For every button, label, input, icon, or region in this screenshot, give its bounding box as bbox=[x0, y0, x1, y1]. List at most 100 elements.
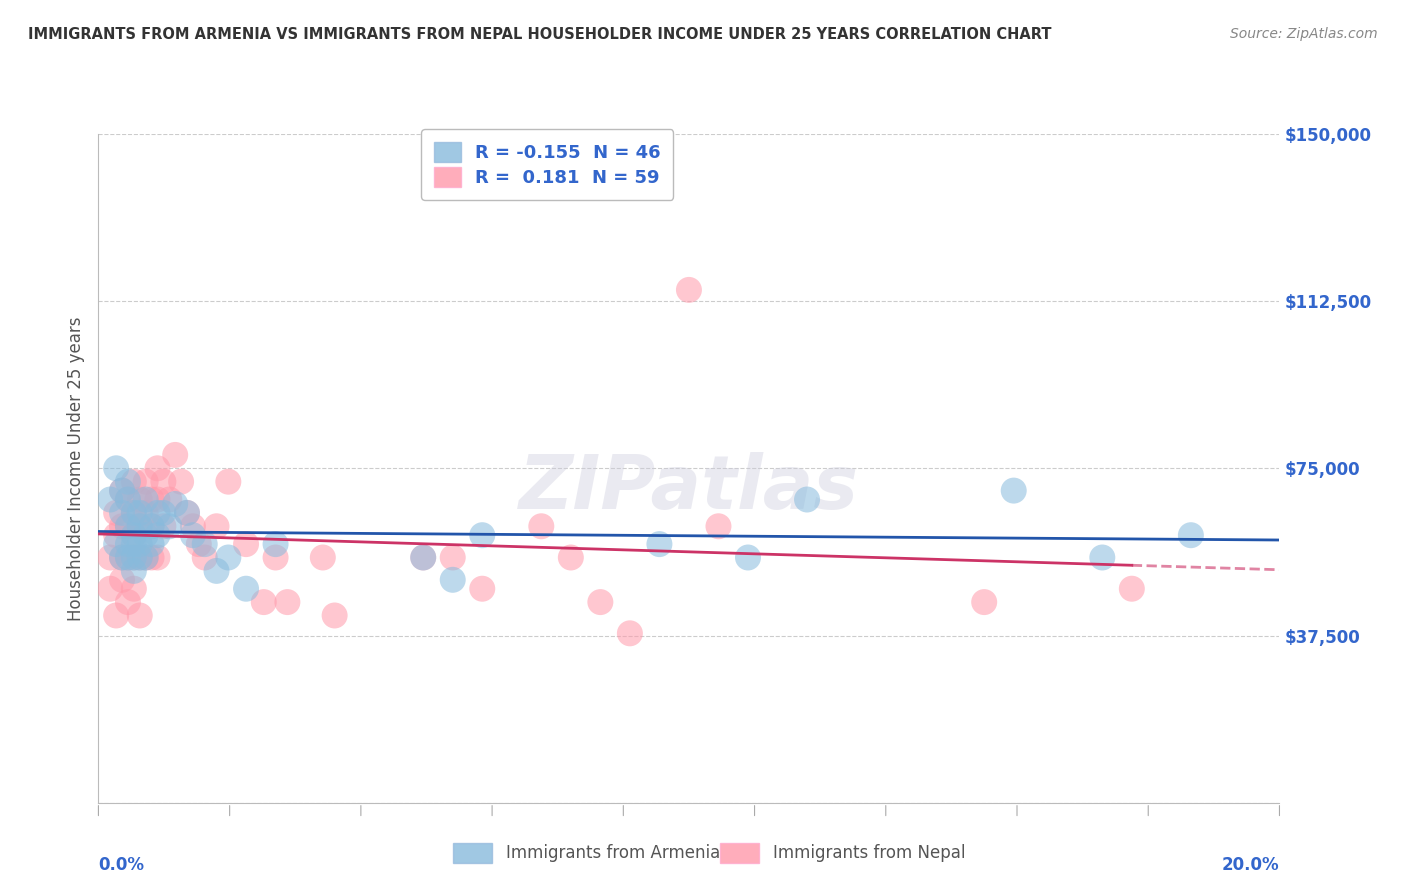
Point bbox=[146, 461, 169, 475]
Point bbox=[187, 537, 209, 551]
Point bbox=[117, 475, 139, 489]
Point bbox=[235, 582, 257, 596]
Point bbox=[1180, 528, 1202, 542]
Point bbox=[128, 492, 150, 507]
Point bbox=[122, 564, 145, 578]
Text: IMMIGRANTS FROM ARMENIA VS IMMIGRANTS FROM NEPAL HOUSEHOLDER INCOME UNDER 25 YEA: IMMIGRANTS FROM ARMENIA VS IMMIGRANTS FR… bbox=[28, 27, 1052, 42]
Point bbox=[117, 519, 139, 533]
Point bbox=[128, 550, 150, 565]
Point bbox=[205, 519, 228, 533]
Point bbox=[122, 528, 145, 542]
Point bbox=[98, 582, 121, 596]
Point bbox=[111, 573, 134, 587]
Point bbox=[217, 550, 239, 565]
Point bbox=[105, 506, 128, 520]
Point bbox=[560, 550, 582, 565]
Point bbox=[111, 550, 134, 565]
Point bbox=[276, 595, 298, 609]
Point bbox=[253, 595, 276, 609]
Point bbox=[135, 528, 157, 542]
Point bbox=[122, 550, 145, 565]
Point bbox=[264, 550, 287, 565]
Point bbox=[471, 528, 494, 542]
Point bbox=[117, 595, 139, 609]
Point bbox=[128, 519, 150, 533]
Point bbox=[146, 550, 169, 565]
Point bbox=[105, 528, 128, 542]
Point bbox=[170, 475, 193, 489]
Point bbox=[181, 528, 204, 542]
Point bbox=[111, 483, 134, 498]
Point bbox=[128, 608, 150, 623]
Point bbox=[122, 506, 145, 520]
Point bbox=[117, 519, 139, 533]
Point bbox=[973, 595, 995, 609]
Point bbox=[619, 626, 641, 640]
Point bbox=[1091, 550, 1114, 565]
Point bbox=[141, 492, 163, 507]
Point bbox=[128, 506, 150, 520]
Point bbox=[122, 506, 145, 520]
Point bbox=[312, 550, 335, 565]
Point bbox=[105, 608, 128, 623]
Point bbox=[205, 564, 228, 578]
Point bbox=[176, 506, 198, 520]
Point bbox=[1121, 582, 1143, 596]
Point bbox=[648, 537, 671, 551]
Point bbox=[141, 519, 163, 533]
Point bbox=[412, 550, 434, 565]
Y-axis label: Householder Income Under 25 years: Householder Income Under 25 years bbox=[66, 316, 84, 621]
Text: 20.0%: 20.0% bbox=[1222, 856, 1279, 874]
Point bbox=[111, 506, 134, 520]
Point bbox=[122, 475, 145, 489]
Point bbox=[122, 550, 145, 565]
Point bbox=[152, 475, 174, 489]
Legend: R = -0.155  N = 46, R =  0.181  N = 59: R = -0.155 N = 46, R = 0.181 N = 59 bbox=[420, 129, 673, 200]
Point bbox=[181, 519, 204, 533]
Point bbox=[111, 519, 134, 533]
Text: Immigrants from Nepal: Immigrants from Nepal bbox=[773, 844, 966, 862]
Point bbox=[157, 492, 180, 507]
Text: Immigrants from Armenia: Immigrants from Armenia bbox=[506, 844, 720, 862]
Point bbox=[152, 519, 174, 533]
Point bbox=[122, 582, 145, 596]
Point bbox=[146, 492, 169, 507]
Point bbox=[707, 519, 730, 533]
Point bbox=[441, 573, 464, 587]
Point bbox=[471, 582, 494, 596]
Point bbox=[135, 550, 157, 565]
Point bbox=[117, 492, 139, 507]
Point bbox=[117, 492, 139, 507]
Point bbox=[135, 550, 157, 565]
Point bbox=[98, 550, 121, 565]
Point bbox=[135, 475, 157, 489]
Point bbox=[323, 608, 346, 623]
Point bbox=[176, 506, 198, 520]
Point bbox=[122, 528, 145, 542]
Point bbox=[105, 461, 128, 475]
Point bbox=[122, 537, 145, 551]
Point bbox=[530, 519, 553, 533]
Point bbox=[128, 550, 150, 565]
Point bbox=[141, 550, 163, 565]
Point bbox=[105, 537, 128, 551]
Point bbox=[135, 492, 157, 507]
Point bbox=[217, 475, 239, 489]
Text: ZIPatlas: ZIPatlas bbox=[519, 452, 859, 524]
Point bbox=[165, 497, 187, 511]
Point bbox=[111, 550, 134, 565]
Point bbox=[135, 506, 157, 520]
Point bbox=[678, 283, 700, 297]
Text: Source: ZipAtlas.com: Source: ZipAtlas.com bbox=[1230, 27, 1378, 41]
Point bbox=[412, 550, 434, 565]
Point bbox=[98, 492, 121, 507]
Point bbox=[117, 537, 139, 551]
Point bbox=[128, 537, 150, 551]
Point bbox=[157, 519, 180, 533]
Point bbox=[117, 550, 139, 565]
Point bbox=[1002, 483, 1025, 498]
Point bbox=[737, 550, 759, 565]
Point bbox=[194, 550, 217, 565]
Point bbox=[264, 537, 287, 551]
Point bbox=[128, 519, 150, 533]
